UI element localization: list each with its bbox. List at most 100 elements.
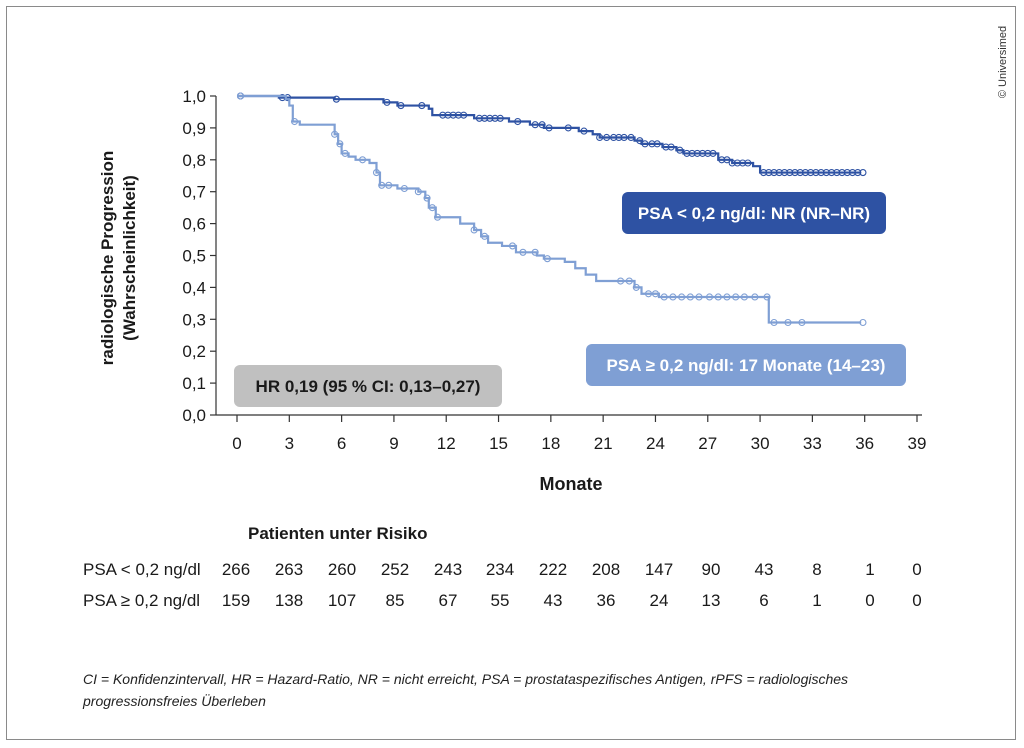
x-tick-label: 0 [232, 434, 241, 453]
risk-cell: 263 [274, 560, 304, 579]
censor-marker [596, 133, 604, 142]
censor-marker [400, 184, 408, 193]
censor-marker [519, 248, 527, 256]
censor-marker [744, 159, 752, 167]
censor-marker [854, 169, 862, 177]
censor-marker [290, 117, 299, 126]
risk-cell: 90 [701, 560, 721, 579]
y-tick-label: 0,8 [182, 151, 206, 170]
censor-marker [632, 283, 640, 291]
censor-marker [760, 169, 768, 177]
censor-marker [770, 318, 778, 327]
censor-marker [481, 114, 489, 122]
censor-marker [433, 213, 442, 221]
censor-marker [833, 169, 841, 177]
censor-marker [372, 169, 381, 177]
censor-marker [449, 111, 457, 119]
censor-marker [341, 149, 349, 157]
risk-cell: 222 [538, 560, 568, 579]
risk-cell: 6 [759, 591, 769, 610]
censor-marker [531, 121, 539, 129]
censor-marker [740, 293, 748, 301]
censor-marker [383, 98, 391, 106]
censor-marker [859, 169, 867, 177]
censor-marker [667, 143, 675, 151]
censor-marker [709, 149, 717, 157]
figure-frame [6, 6, 1016, 740]
risk-cell: 36 [596, 591, 616, 610]
x-axis-label: Monate [540, 474, 603, 494]
censor-marker [641, 140, 649, 148]
censor-marker [695, 293, 703, 301]
censor-marker [543, 255, 551, 263]
censor-marker [615, 133, 623, 142]
censor-marker [698, 149, 707, 157]
censor-marker [704, 149, 712, 157]
y-tick-label: 0,1 [182, 374, 206, 393]
censor-marker [531, 248, 539, 256]
censor-marker [491, 114, 499, 122]
risk-cell: 0 [865, 591, 875, 610]
censor-marker [838, 169, 846, 177]
footnote: CI = Konfidenzintervall, HR = Hazard-Rat… [83, 671, 849, 709]
censor-marker [486, 114, 494, 122]
risk-cell: 1 [812, 591, 822, 610]
censor-marker [688, 149, 696, 157]
series-line-1 [237, 94, 862, 174]
censor-marker [236, 92, 245, 100]
censor-marker [617, 277, 625, 285]
censor-marker [817, 169, 825, 177]
censor-marker [514, 117, 522, 126]
censor-marker [763, 293, 771, 301]
risk-cell: 107 [327, 591, 357, 610]
censor-marker [627, 133, 635, 142]
risk-cell: 138 [274, 591, 304, 610]
censor-marker [580, 127, 588, 135]
censor-marker [284, 94, 292, 102]
risk-row-label: PSA < 0,2 ng/dl [83, 560, 201, 579]
km-chart: 0,00,10,20,30,40,50,60,70,80,91,00 3 6 9 12 1… [98, 87, 927, 494]
censor-marker [496, 114, 504, 122]
risk-cell: 85 [385, 591, 405, 610]
risk-cell: 159 [221, 591, 251, 610]
hr-annotation-box [234, 365, 502, 407]
censor-marker [843, 169, 851, 177]
censor-marker [444, 111, 452, 119]
x-tick-label: 39 [908, 434, 927, 453]
x-tick-label: 24 [646, 434, 665, 453]
censor-marker [775, 169, 783, 177]
censor-marker [796, 169, 804, 177]
censor-marker [828, 169, 836, 177]
censor-marker [460, 111, 468, 119]
risk-row-label: PSA ≥ 0,2 ng/dl [83, 591, 201, 610]
risk-cell: 43 [543, 591, 563, 610]
censor-marker [732, 293, 740, 301]
censor-marker [780, 169, 789, 177]
censor-marker [676, 146, 684, 154]
censor-marker [648, 140, 656, 148]
censor-marker [683, 149, 691, 157]
series-label-1-box [622, 192, 886, 234]
risk-cell: 234 [485, 560, 515, 579]
censor-marker [714, 293, 722, 301]
censor-marker [428, 204, 436, 212]
censor-marker [385, 181, 393, 189]
risk-cell: 1 [865, 560, 875, 579]
y-tick-label: 0,9 [182, 119, 206, 138]
censor-marker [812, 169, 820, 177]
censor-marker [801, 169, 809, 177]
censor-marker [848, 169, 857, 177]
censor-marker [728, 159, 736, 167]
censor-marker [625, 277, 633, 285]
series-label-1: PSA < 0,2 ng/dl: NR (NR–NR) [638, 204, 870, 223]
censor-marker [798, 318, 806, 327]
censor-marker [718, 156, 726, 164]
y-axis-label: radiologische Progression [98, 151, 117, 365]
censor-marker [414, 188, 422, 196]
censor-marker [454, 111, 462, 119]
risk-cell: 43 [754, 560, 774, 579]
y-tick-label: 0,4 [182, 278, 206, 297]
y-tick-label: 0,0 [182, 406, 206, 425]
risk-cell: 260 [327, 560, 357, 579]
censor-marker [669, 293, 677, 301]
